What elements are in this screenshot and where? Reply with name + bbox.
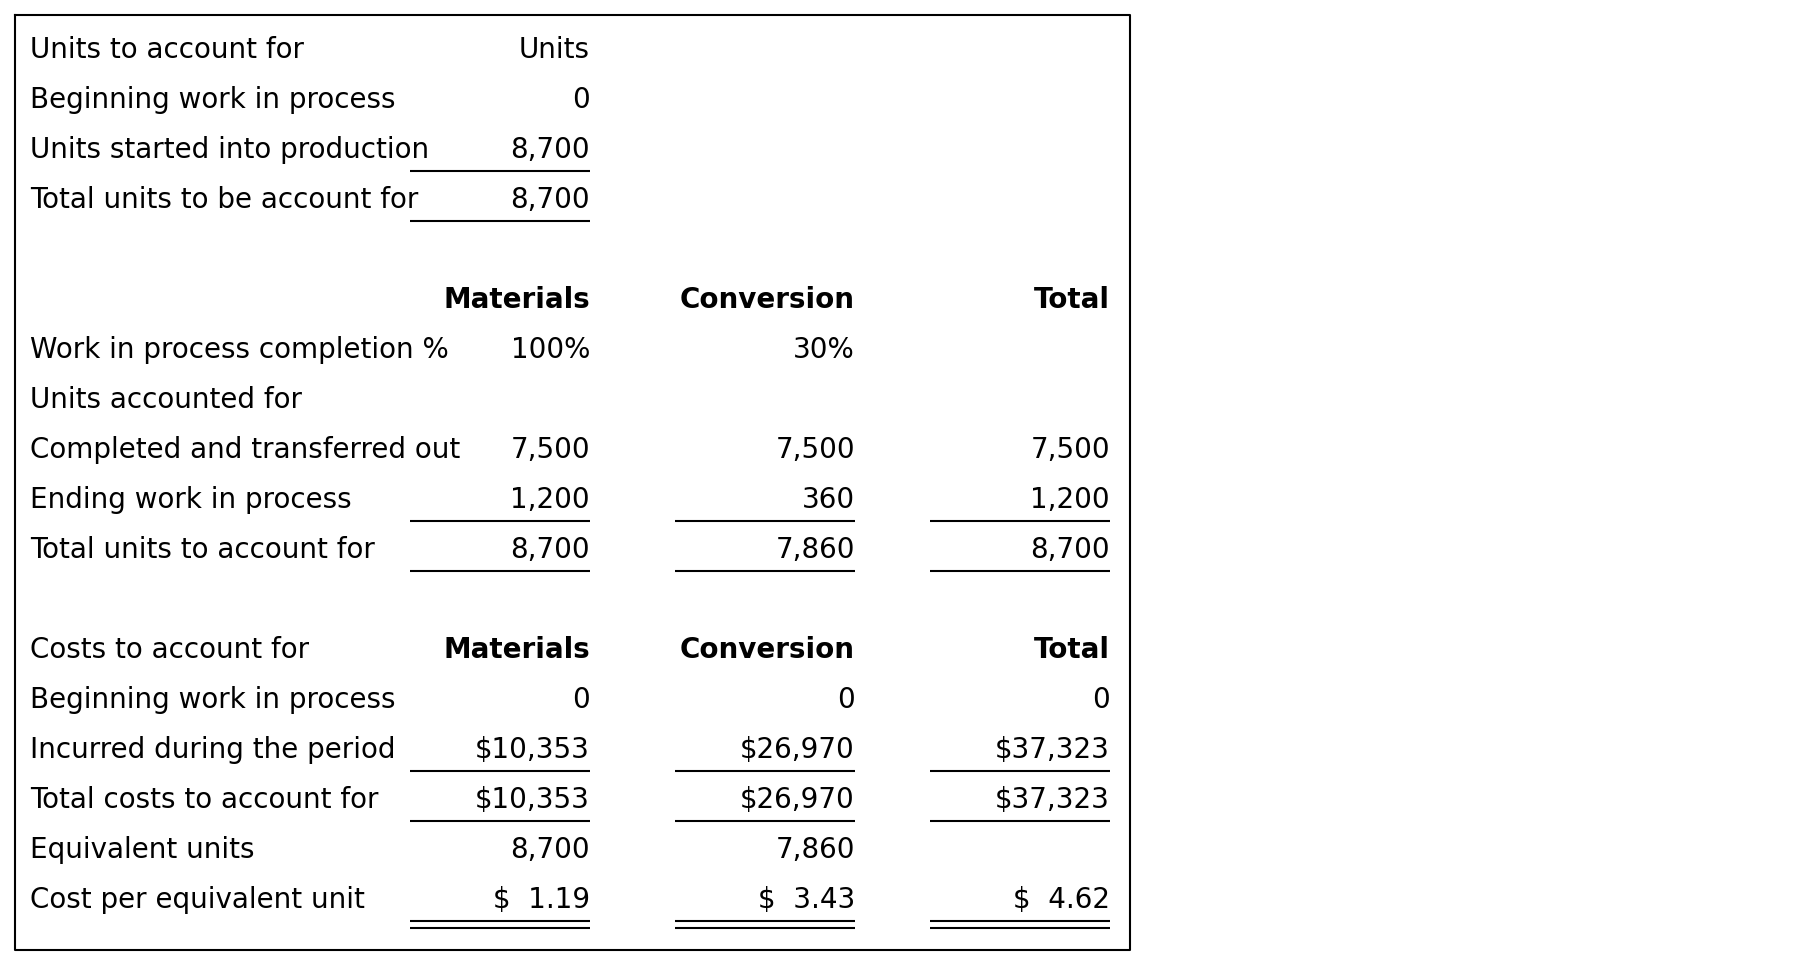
Text: Units to account for: Units to account for <box>31 36 304 64</box>
Text: Conversion: Conversion <box>680 636 855 664</box>
Text: 7,500: 7,500 <box>1030 436 1111 464</box>
Text: $  1.19: $ 1.19 <box>493 886 590 914</box>
Text: 7,860: 7,860 <box>776 536 855 564</box>
Text: 0: 0 <box>837 686 855 714</box>
Text: Equivalent units: Equivalent units <box>31 836 254 864</box>
Text: $10,353: $10,353 <box>475 786 590 814</box>
Text: 30%: 30% <box>794 336 855 364</box>
Text: 0: 0 <box>572 686 590 714</box>
Text: 7,500: 7,500 <box>776 436 855 464</box>
Text: Completed and transferred out: Completed and transferred out <box>31 436 461 464</box>
Text: $26,970: $26,970 <box>740 736 855 764</box>
Text: $  4.62: $ 4.62 <box>1013 886 1111 914</box>
Text: 360: 360 <box>801 486 855 514</box>
Text: 7,860: 7,860 <box>776 836 855 864</box>
Text: Work in process completion %: Work in process completion % <box>31 336 448 364</box>
Text: 0: 0 <box>1093 686 1111 714</box>
Text: 7,500: 7,500 <box>511 436 590 464</box>
Text: Conversion: Conversion <box>680 286 855 314</box>
Text: Total units to account for: Total units to account for <box>31 536 374 564</box>
Text: $  3.43: $ 3.43 <box>758 886 855 914</box>
Text: Total costs to account for: Total costs to account for <box>31 786 378 814</box>
Text: Ending work in process: Ending work in process <box>31 486 351 514</box>
Text: Units accounted for: Units accounted for <box>31 386 302 414</box>
Text: Units started into production: Units started into production <box>31 136 428 164</box>
Text: 8,700: 8,700 <box>511 836 590 864</box>
Text: 8,700: 8,700 <box>511 136 590 164</box>
Text: 100%: 100% <box>511 336 590 364</box>
Text: 0: 0 <box>572 86 590 114</box>
Text: Materials: Materials <box>443 286 590 314</box>
Text: Total: Total <box>1033 636 1111 664</box>
Text: 8,700: 8,700 <box>1030 536 1111 564</box>
Text: Total: Total <box>1033 286 1111 314</box>
Text: 8,700: 8,700 <box>511 186 590 214</box>
Text: 1,200: 1,200 <box>1030 486 1111 514</box>
Text: $37,323: $37,323 <box>995 736 1111 764</box>
Text: Incurred during the period: Incurred during the period <box>31 736 396 764</box>
Text: Total units to be account for: Total units to be account for <box>31 186 418 214</box>
Text: Units: Units <box>518 36 590 64</box>
Text: Cost per equivalent unit: Cost per equivalent unit <box>31 886 365 914</box>
Text: 8,700: 8,700 <box>511 536 590 564</box>
Text: Beginning work in process: Beginning work in process <box>31 686 396 714</box>
Text: Materials: Materials <box>443 636 590 664</box>
Text: $26,970: $26,970 <box>740 786 855 814</box>
Text: Beginning work in process: Beginning work in process <box>31 86 396 114</box>
Text: 1,200: 1,200 <box>511 486 590 514</box>
Text: $10,353: $10,353 <box>475 736 590 764</box>
Text: $37,323: $37,323 <box>995 786 1111 814</box>
Text: Costs to account for: Costs to account for <box>31 636 310 664</box>
